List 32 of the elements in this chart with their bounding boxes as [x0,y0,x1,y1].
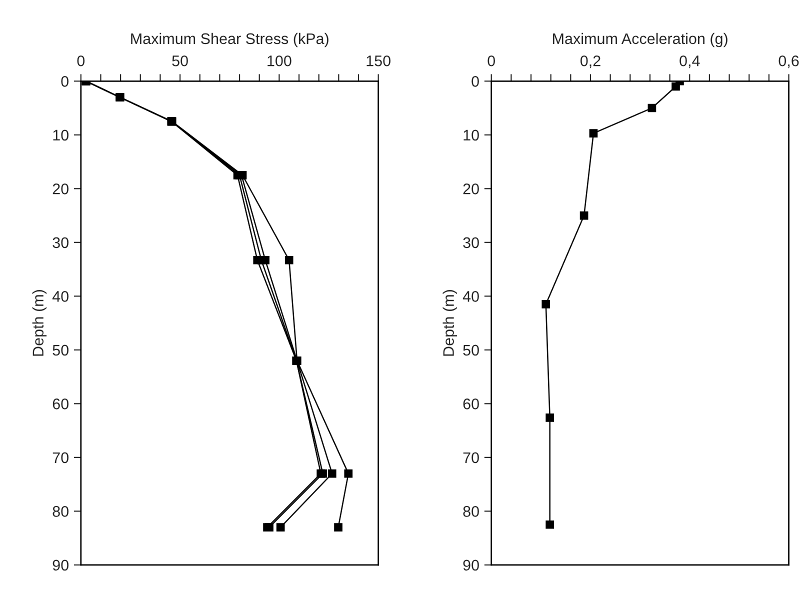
y-tick-label: 20 [52,184,68,194]
x-tick-label: 50 [172,55,188,66]
x-tick-label: 0,2 [580,55,600,68]
y-tick-label: 40 [462,291,479,302]
y-tick-label: 90 [463,560,479,571]
x-tick-label: 0 [488,55,495,66]
y-tick-label: 80 [52,506,68,517]
x-tick-label: 0,4 [680,55,700,68]
x-tick-label: 0,6 [778,55,799,68]
x-tick-label: 150 [366,55,390,66]
x-tick-label: 0 [77,55,85,66]
y-tick-label: 80 [463,506,479,517]
y-tick-label: 10 [464,130,479,141]
y-tick-label: 10 [53,130,68,141]
x-axis-title: Maximum Acceleration (g) [553,32,728,48]
y-tick-label: 70 [463,452,479,464]
x-tick-label: 100 [268,55,292,66]
y-tick-label: 60 [52,398,68,410]
y-tick-label: 0 [61,76,68,87]
y-axis-title: Depth (m) [442,290,457,356]
y-tick-label: 70 [52,452,68,464]
y-tick-label: 90 [52,560,68,571]
x-axis-title: Maximum Shear Stress (kPa) [131,32,328,48]
y-tick-label: 20 [463,184,479,194]
y-tick-label: 60 [463,398,479,410]
y-tick-label: 30 [52,237,68,248]
y-tick-label: 0 [472,76,479,87]
y-tick-label: 50 [52,344,68,356]
y-tick-label: 40 [52,291,68,302]
y-axis-title: Depth (m) [32,290,47,356]
y-tick-label: 50 [463,344,479,356]
y-tick-label: 30 [463,237,479,248]
